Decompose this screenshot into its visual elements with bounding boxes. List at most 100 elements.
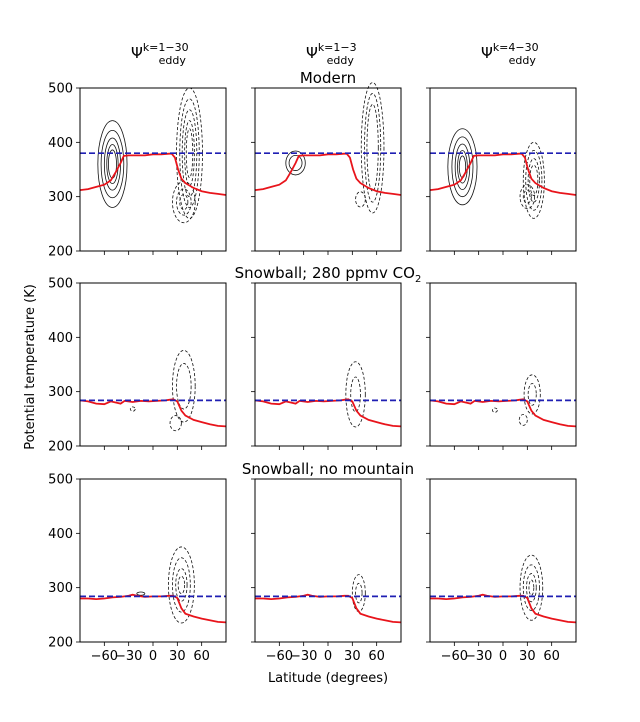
column-title-superscript: k=1−30 <box>143 41 189 54</box>
panel-background <box>430 479 576 642</box>
column-title-superscript: k=1−3 <box>318 41 357 54</box>
x-tick-label: −30 <box>290 649 317 664</box>
y-tick-label: 300 <box>48 385 73 400</box>
contour-line <box>366 103 379 192</box>
contour-line <box>168 546 195 624</box>
panel: 200 300 400 500 <box>48 82 227 260</box>
panel: −60−30 0 30 60 <box>251 478 402 664</box>
contour-line <box>519 184 536 210</box>
y-tick-label: 500 <box>48 277 73 292</box>
panel-background <box>80 479 226 642</box>
column-title: Ψk=1−30 eddy <box>131 41 189 67</box>
contour-line <box>360 82 385 214</box>
row-title: Snowball; no mountain <box>242 460 414 478</box>
panel-background <box>255 88 401 251</box>
row-title: Modern <box>300 69 356 87</box>
x-tick-label: 30 <box>519 649 536 664</box>
red-theta-line <box>429 152 577 196</box>
column-title-subscript: eddy <box>327 54 355 67</box>
panel <box>426 87 577 255</box>
contour-line <box>97 120 128 208</box>
contour-line <box>285 150 306 176</box>
contour-line <box>129 406 136 412</box>
contour-line <box>492 407 498 413</box>
x-tick-label: 60 <box>193 649 210 664</box>
x-tick-label: −60 <box>441 649 468 664</box>
x-tick-label: −60 <box>266 649 293 664</box>
contour-line <box>527 383 537 406</box>
y-tick-label: 400 <box>48 331 73 346</box>
x-tick-label: 60 <box>368 649 385 664</box>
x-tick-label: 0 <box>499 649 507 664</box>
contour-line <box>345 361 366 428</box>
contour-line <box>176 188 192 216</box>
panel-background <box>430 283 576 446</box>
contour-line <box>522 189 532 204</box>
contour-line <box>522 564 540 611</box>
panel: 200 300 400 500 −60−30 0 30 60 <box>48 473 227 664</box>
contour-line <box>457 150 468 184</box>
panel-background <box>80 88 226 251</box>
contour-line <box>169 415 182 432</box>
x-tick-label: −30 <box>465 649 492 664</box>
column-title: Ψk=1−3 eddy <box>306 41 357 67</box>
y-tick-label: 200 <box>48 440 73 455</box>
panel-background <box>430 88 576 251</box>
y-tick-label: 500 <box>48 473 73 488</box>
contour-line <box>447 128 478 206</box>
x-tick-label: 30 <box>169 649 186 664</box>
x-tick-label: 30 <box>344 649 361 664</box>
contour-line <box>529 164 539 196</box>
contour-line <box>172 557 191 613</box>
y-tick-label: 200 <box>48 245 73 260</box>
x-tick-label: −60 <box>91 649 118 664</box>
row-title: Snowball; 280 ppmv CO2 <box>235 264 422 285</box>
panel <box>426 282 577 450</box>
contour-line <box>288 154 303 171</box>
panel <box>251 282 402 450</box>
x-tick-label: 0 <box>324 649 332 664</box>
column-title-base: Ψ <box>131 44 143 62</box>
column-title-base: Ψ <box>481 44 493 62</box>
panel-background <box>255 479 401 642</box>
contour-line <box>177 575 186 595</box>
contour-line <box>172 349 196 423</box>
column-title: Ψk=4−30 eddy <box>481 41 539 67</box>
contour-line <box>175 568 188 602</box>
column-title-superscript: k=4−30 <box>493 41 539 54</box>
contour-line <box>176 363 192 410</box>
contour-line <box>454 143 471 191</box>
contour-line <box>179 194 189 211</box>
contour-line <box>355 191 366 208</box>
red-theta-line <box>254 152 402 196</box>
panel: 200 300 400 500 <box>48 277 227 455</box>
contour-line <box>364 93 382 203</box>
contour-line <box>451 136 474 198</box>
contour-line <box>523 374 541 415</box>
contour-line <box>136 591 146 596</box>
x-axis-label: Latitude (degrees) <box>268 671 388 686</box>
panel <box>251 82 402 255</box>
contour-line <box>519 554 544 621</box>
red-theta-line <box>79 152 227 196</box>
contour-line <box>522 141 545 219</box>
panel: −60−30 0 30 60 <box>426 478 577 664</box>
x-tick-label: 60 <box>543 649 560 664</box>
contour-line <box>106 144 119 185</box>
contour-line <box>100 129 125 199</box>
contour-line <box>526 573 537 603</box>
x-tick-label: −30 <box>115 649 142 664</box>
contour-line <box>528 579 535 596</box>
contour-line <box>350 376 361 413</box>
contour-line <box>525 150 543 211</box>
contour-line <box>355 582 363 604</box>
y-tick-label: 300 <box>48 190 73 205</box>
x-tick-label: 0 <box>149 649 157 664</box>
y-tick-label: 200 <box>48 636 73 651</box>
y-tick-label: 300 <box>48 581 73 596</box>
panel-background <box>255 283 401 446</box>
column-title-base: Ψ <box>306 44 318 62</box>
contour-line <box>518 414 528 426</box>
y-tick-label: 500 <box>48 82 73 97</box>
